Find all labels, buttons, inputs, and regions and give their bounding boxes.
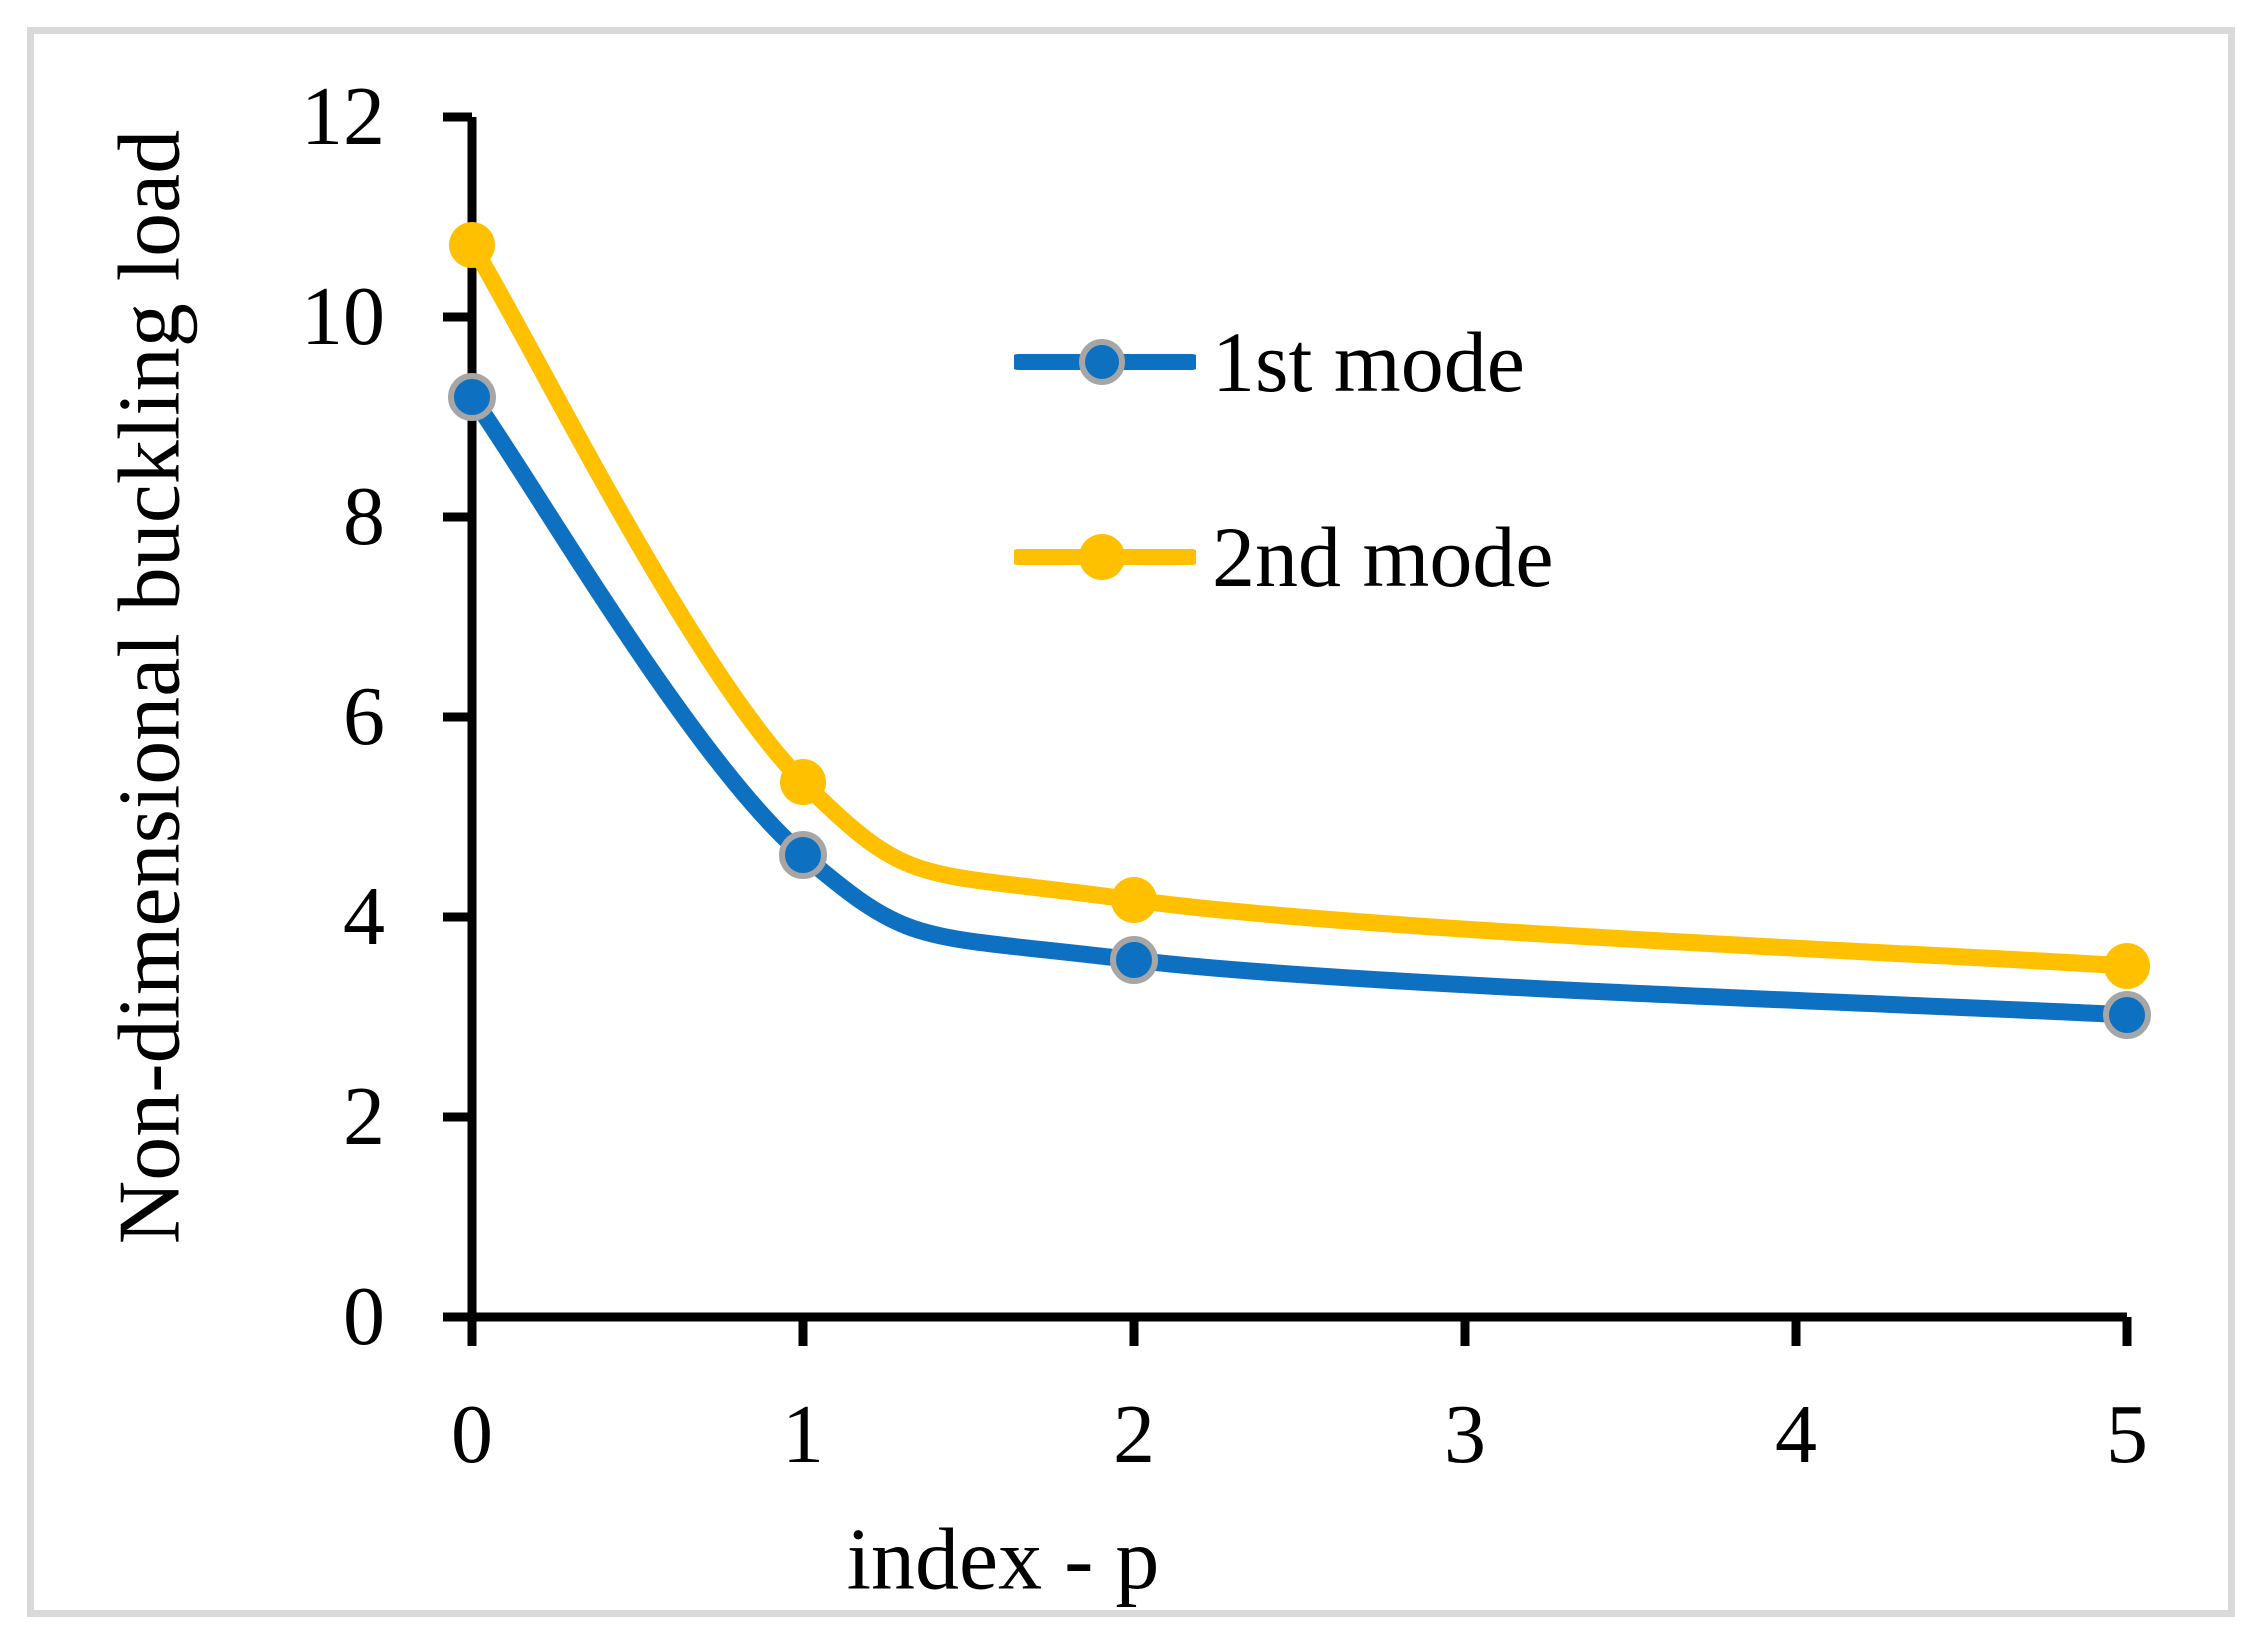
legend-line-marker-icon [1014,534,1196,580]
y-tick-label: 4 [343,870,385,963]
legend-label: 1st mode [1212,314,1525,410]
legend-line-marker-icon [1014,339,1196,385]
legend-label: 2nd mode [1212,509,1554,605]
y-tick-label: 0 [343,1270,385,1363]
legend-item-1st-mode: 1st mode [1014,307,1525,417]
y-tick-label: 8 [343,470,385,563]
x-tick-label: 5 [2106,1388,2148,1481]
x-tick-label: 3 [1444,1388,1486,1481]
x-axis-title: index - p [846,1511,1160,1609]
data-point-marker [449,222,495,268]
y-tick-label: 6 [343,670,385,763]
data-point-marker [2103,991,2151,1039]
data-point-marker [780,759,826,805]
x-tick-label: 0 [451,1388,493,1481]
x-tick-label: 2 [1113,1388,1155,1481]
legend-item-2nd-mode: 2nd mode [1014,502,1554,612]
y-tick-label: 12 [301,70,385,163]
y-axis-title: Non-dimensional buckling load [101,129,199,1245]
y-tick-label: 2 [343,1070,385,1163]
x-tick-label: 4 [1775,1388,1817,1481]
data-point-marker [2104,943,2150,989]
y-tick-label: 10 [301,270,385,363]
legend-marker [1079,339,1125,385]
series-line-1st-mode [463,388,2136,1024]
data-point-marker [1111,877,1157,923]
x-tick-label: 1 [782,1388,824,1481]
data-point-marker [448,373,496,421]
series-line-2nd-mode [463,236,2136,975]
data-point-marker [779,831,827,879]
legend-marker [1079,534,1125,580]
data-point-marker [1110,936,1158,984]
